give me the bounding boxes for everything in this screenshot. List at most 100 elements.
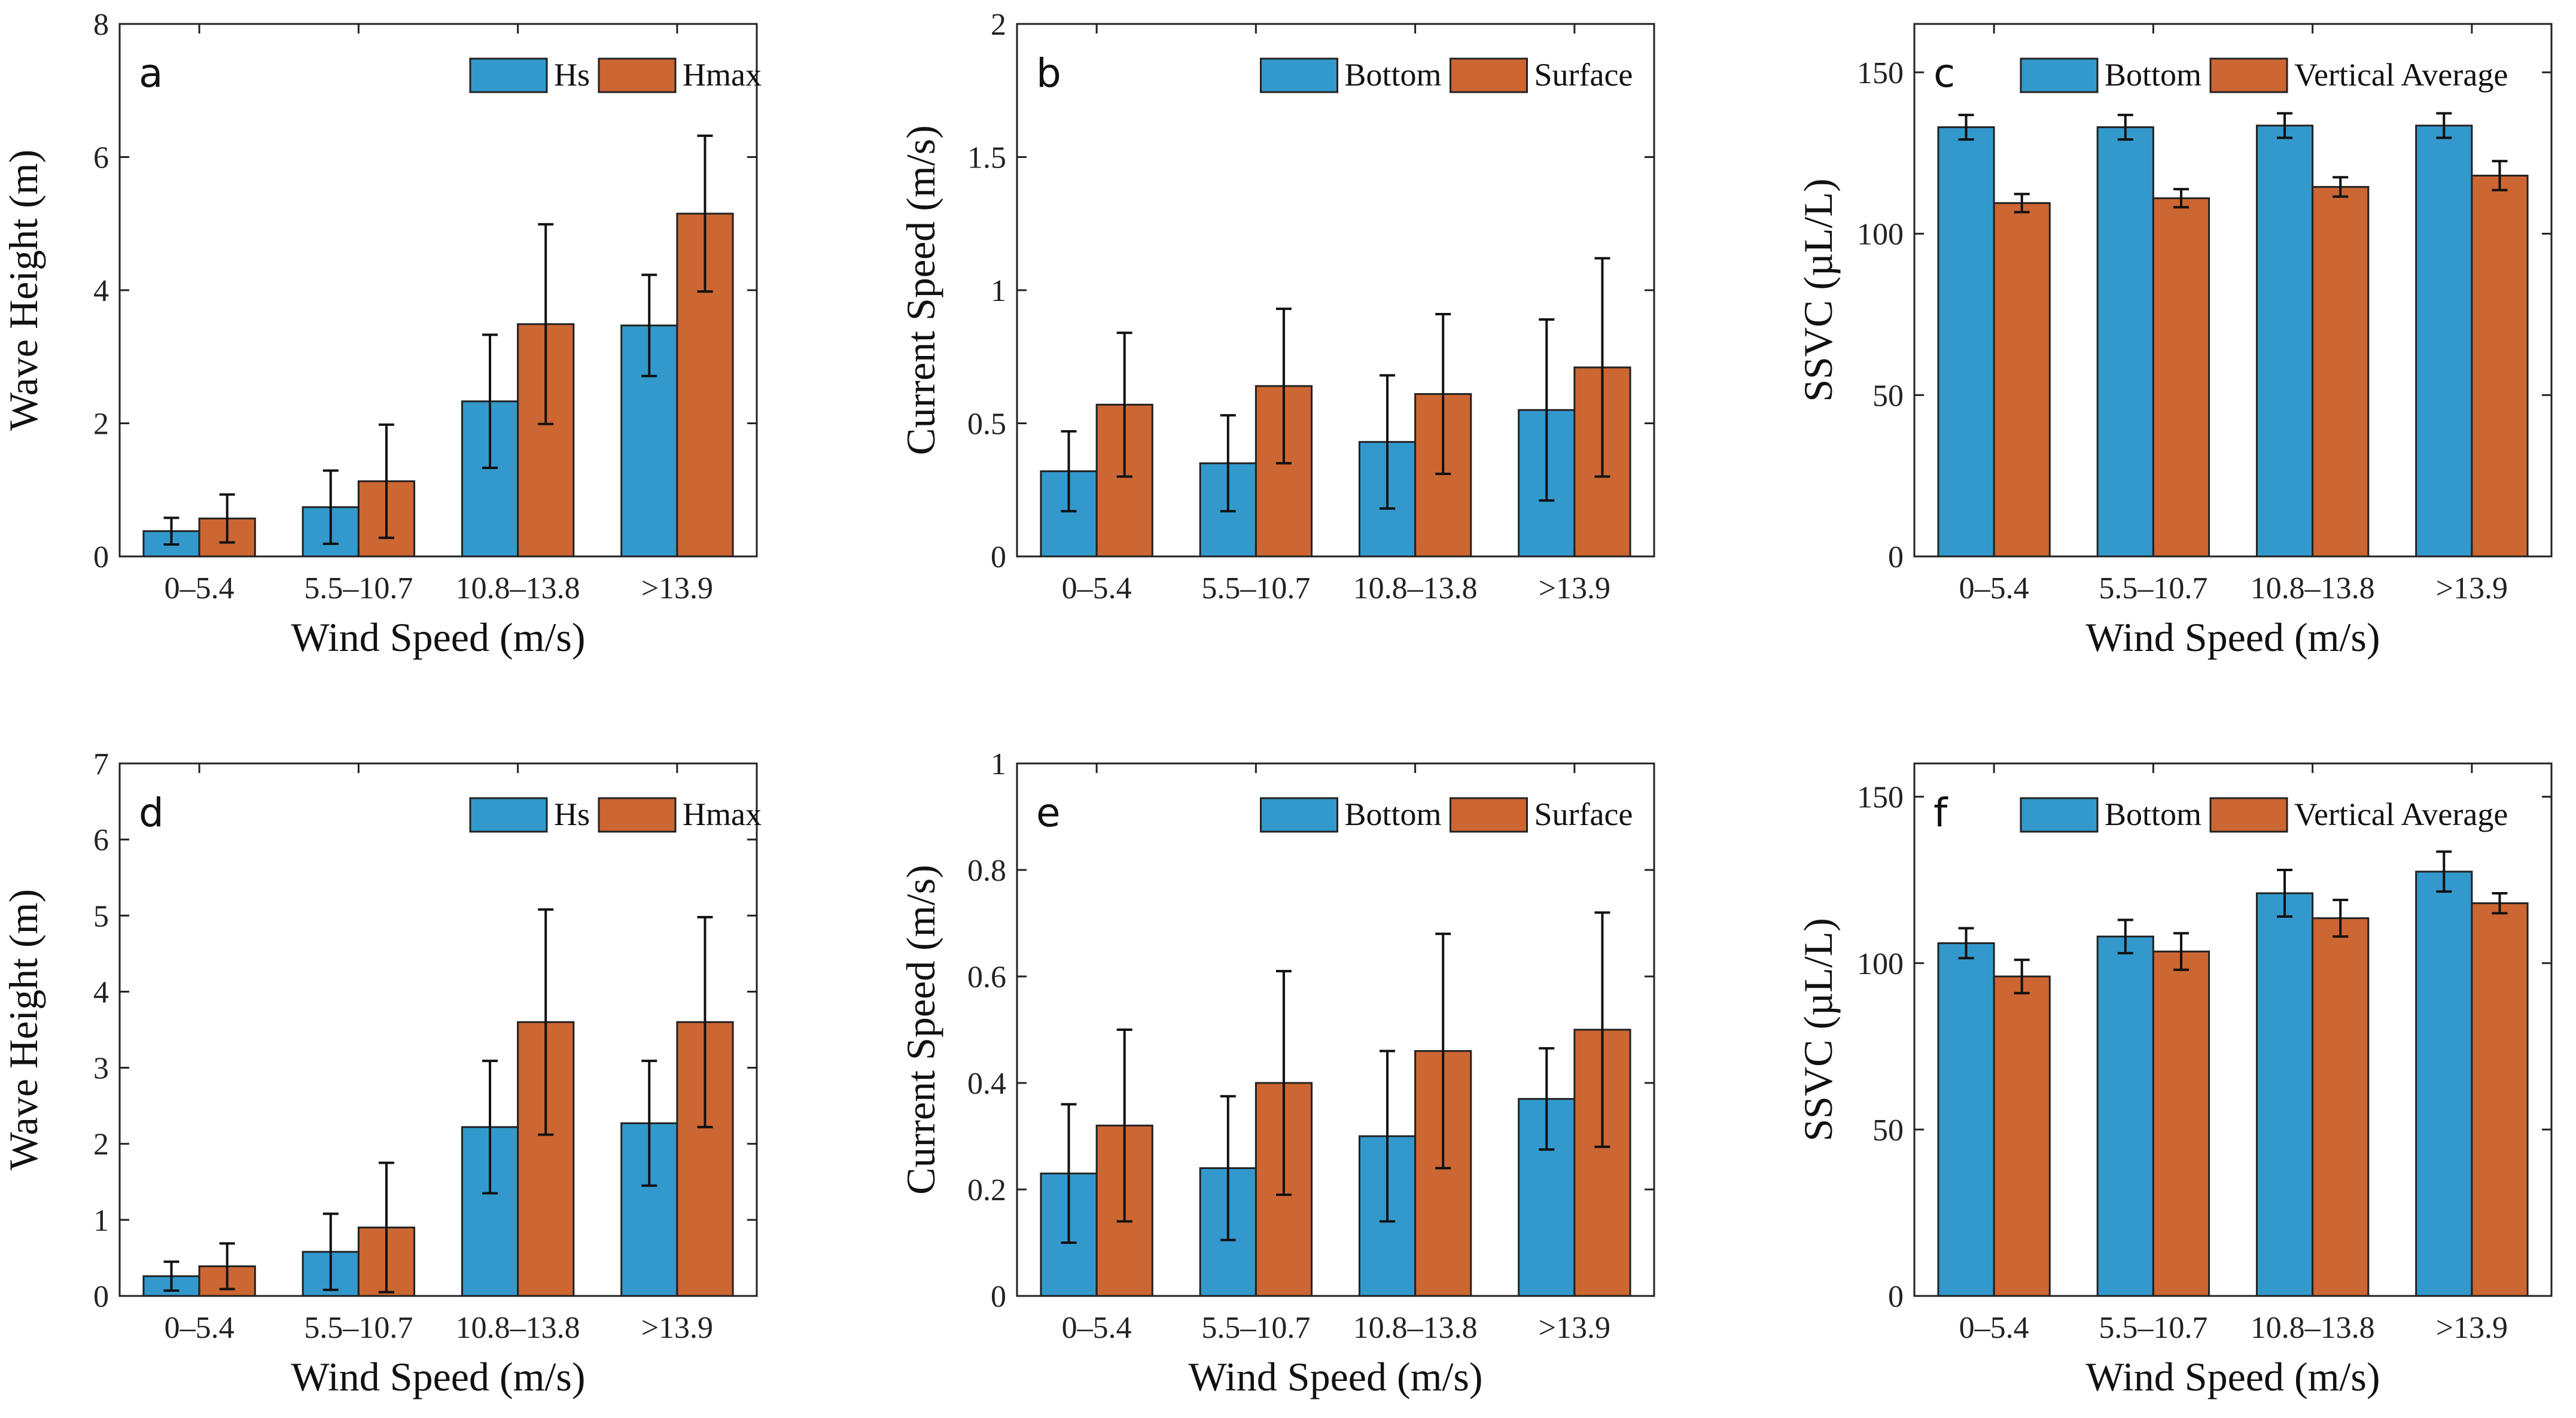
error-bar (1958, 114, 1974, 141)
y-tick-label: 6 (93, 141, 109, 175)
axes-frame (1913, 23, 2553, 558)
error-bar (2117, 114, 2133, 141)
bar-vertical-average-3 (2471, 902, 2529, 1297)
legend-swatch-surface (1450, 57, 1528, 93)
y-axis-label: Current Speed (m/s) (898, 125, 943, 455)
y-axis-label: Wave Height (m) (1, 889, 46, 1170)
y-tick-label: 4 (93, 975, 109, 1009)
error-bar (2014, 193, 2030, 214)
y-tick-label: 2 (991, 8, 1006, 42)
x-axis-label: Wind Speed (m/s) (291, 1354, 585, 1399)
y-tick-label: 7 (93, 747, 109, 781)
y-tick-label: 0 (991, 1280, 1006, 1314)
error-bar (2492, 160, 2508, 191)
legend-swatch-surface (1450, 797, 1528, 833)
x-axis-label: Wind Speed (m/s) (1188, 1354, 1482, 1399)
legend-label: Hs (554, 57, 590, 93)
error-bar (482, 1060, 498, 1195)
panel-d: 0 1 2 3 4 5 6 7 0–5.4 5.5–10.7 10.8–13.8 >13.9 Wind … (1, 747, 762, 1399)
panel-f: 0 50 100 150 0–5.4 5.5–10.7 10.8–13.8 >13.9 Wind… (1795, 762, 2553, 1399)
panel-letter: f (1933, 790, 1948, 836)
error-bar (1275, 308, 1292, 465)
error-bar (378, 423, 394, 539)
error-bar (697, 134, 713, 293)
error-bar (1275, 970, 1292, 1196)
panel-letter: c (1933, 50, 1955, 96)
error-bar (378, 1161, 394, 1294)
bar-bottom-0 (1937, 126, 1995, 558)
y-tick-label: 1.5 (967, 141, 1006, 175)
panel-a: 0 2 4 6 8 0–5.4 5.5–10.7 10.8–13.8 >13.9 Wind Spe… (1, 8, 762, 660)
x-tick-label: 10.8–13.8 (456, 571, 580, 605)
legend: Bottom Vertical Average (2020, 57, 2508, 93)
error-bar (163, 1260, 179, 1292)
error-bar (2173, 932, 2189, 971)
legend-label: Surface (1534, 796, 1633, 832)
x-tick-label: 5.5–10.7 (2099, 571, 2207, 605)
y-tick-label: 0 (1888, 1280, 1904, 1314)
legend: Hs Hmax (469, 796, 762, 833)
x-tick-label: 10.8–13.8 (2251, 571, 2375, 605)
y-tick-label: 0 (93, 1280, 109, 1314)
error-bar (697, 915, 713, 1128)
legend-swatch-hs (469, 57, 548, 93)
y-tick-label: 2 (93, 407, 109, 442)
x-tick-label: >13.9 (641, 1311, 713, 1345)
y-tick-label: 0.2 (967, 1173, 1006, 1207)
y-axis-label: SSVC (µL/L) (1795, 918, 1841, 1142)
error-bar (641, 1060, 657, 1187)
error-bar (482, 333, 498, 470)
panel-letter: e (1036, 790, 1061, 836)
x-tick-label: 10.8–13.8 (2251, 1311, 2375, 1345)
x-tick-label: >13.9 (1539, 571, 1610, 605)
error-bar (1594, 257, 1610, 478)
x-tick-label: >13.9 (2436, 1311, 2508, 1345)
x-tick-label: 0–5.4 (1959, 1311, 2029, 1345)
x-axis-label: Wind Speed (m/s) (2085, 1354, 2380, 1399)
x-axis-label: Wind Speed (m/s) (291, 614, 585, 660)
error-bar (1958, 927, 1974, 960)
error-bar (2333, 899, 2349, 938)
error-bar (2173, 188, 2189, 209)
x-tick-label: 5.5–10.7 (1201, 571, 1310, 605)
legend-swatch-bottom (2020, 57, 2099, 93)
legend-label: Hs (554, 796, 590, 832)
error-bar (1380, 374, 1396, 510)
x-tick-label: 5.5–10.7 (2099, 1311, 2207, 1345)
x-tick-label: 0–5.4 (165, 571, 235, 605)
panel-letter: b (1036, 50, 1061, 96)
legend-swatch-vertical-average (2209, 57, 2288, 93)
y-tick-label: 150 (1857, 56, 1904, 90)
y-tick-label: 150 (1857, 781, 1904, 815)
bar-vertical-average-0 (1993, 202, 2051, 558)
legend-label: Vertical Average (2294, 796, 2508, 832)
bar-vertical-average-1 (2152, 950, 2210, 1297)
y-tick-label: 3 (93, 1052, 109, 1086)
y-tick-label: 0.5 (967, 407, 1006, 442)
error-bar (1539, 318, 1555, 502)
panel-letter: d (139, 790, 164, 836)
error-bar (641, 273, 657, 378)
legend-label: Surface (1534, 57, 1633, 93)
error-bar (2436, 850, 2452, 893)
y-tick-label: 100 (1857, 218, 1904, 252)
legend: Bottom Surface (1260, 57, 1633, 93)
y-tick-label: 1 (991, 274, 1006, 308)
bar-bottom-2 (2255, 892, 2314, 1297)
x-tick-label: >13.9 (1539, 1311, 1610, 1345)
y-tick-label: 0.4 (967, 1067, 1006, 1101)
y-tick-label: 50 (1872, 379, 1904, 413)
y-tick-label: 0.8 (967, 854, 1006, 888)
bar-bottom-1 (2096, 126, 2154, 558)
legend-swatch-hmax (598, 57, 677, 93)
y-tick-label: 8 (93, 8, 109, 42)
axes-frame (1913, 762, 2553, 1297)
error-bar (2492, 891, 2508, 915)
bar-vertical-average-2 (2312, 917, 2370, 1297)
legend-label: Bottom (1345, 796, 1442, 832)
y-tick-label: 2 (93, 1128, 109, 1162)
y-axis-label: Wave Height (m) (1, 150, 46, 431)
legend-label: Hmax (683, 57, 762, 93)
error-bar (219, 493, 235, 544)
